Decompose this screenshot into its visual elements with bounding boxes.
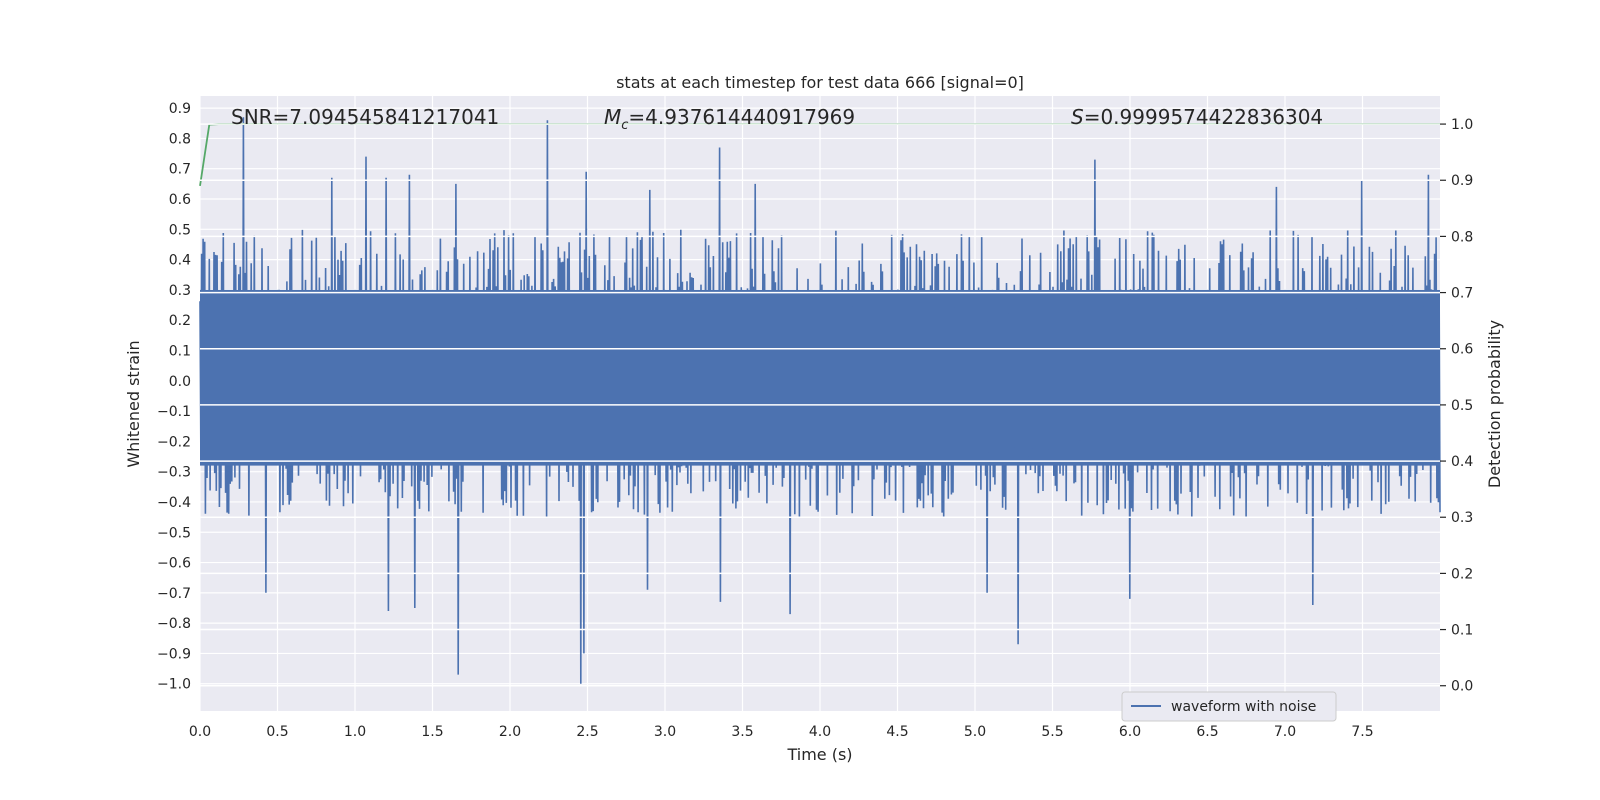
y-tick-label-left: 0.7 [169, 162, 191, 178]
waveform-line [199, 117, 1441, 684]
x-tick-label: 4.5 [886, 724, 908, 740]
y-tick-label-left: −0.8 [157, 616, 191, 632]
annotation-mc-symbol: M [604, 105, 621, 129]
y-tick-label-right: 0.1 [1451, 623, 1473, 639]
y-tick-label-left: −0.7 [157, 586, 191, 602]
x-tick-label: 5.0 [964, 724, 986, 740]
x-tick-label: 2.0 [499, 724, 521, 740]
annotation-mc: Mc=4.937614440917969 [604, 105, 855, 133]
y-tick-label-left: −0.2 [157, 434, 191, 450]
annotation-s: S=0.9999574422836304 [1071, 105, 1323, 129]
x-tick-label: 0.5 [266, 724, 288, 740]
x-tick-label: 1.5 [421, 724, 443, 740]
y-tick-label-left: 0.8 [169, 131, 191, 147]
y-tick-label-right: 0.2 [1451, 566, 1473, 582]
y-tick-label-left: 0.1 [169, 343, 191, 359]
annotation-mc-value: =4.937614440917969 [628, 105, 855, 129]
y-tick-label-left: 0.4 [169, 253, 191, 269]
grid-right [200, 123, 1440, 687]
right-axis: 1.0 0.9 0.8 0.7 0.6 0.5 0.4 0.3 0.2 0.1 0.0 [1440, 117, 1473, 695]
y-tick-label-left: 0.3 [169, 283, 191, 299]
x-tick-label: 0.0 [189, 724, 211, 740]
x-tick-label: 6.5 [1196, 724, 1218, 740]
y-tick-label-left: −0.1 [157, 404, 191, 420]
y-tick-label-left: −0.6 [157, 556, 191, 572]
annotation-snr: SNR=7.094545841217041 [231, 105, 499, 129]
annotation-mc-subscript: c [621, 118, 628, 133]
x-tick-label: 3.0 [654, 724, 676, 740]
x-tick-label: 2.5 [576, 724, 598, 740]
legend: waveform with noise [1121, 691, 1337, 722]
y-tick-label-left: 0.5 [169, 222, 191, 238]
left-axis: 0.9 0.8 0.7 0.6 0.5 0.4 0.3 0.2 0.1 0.0 −0.1 −0.2 −0… [157, 101, 191, 693]
y-tick-label-left: 0.0 [169, 374, 191, 390]
y-tick-label-right: 0.7 [1451, 286, 1473, 302]
y-tick-label-left: 0.6 [169, 192, 191, 208]
y-tick-label-right: 0.9 [1451, 173, 1473, 189]
x-axis: 0.0 0.5 1.0 1.5 2.0 2.5 3.0 3.5 4.0 4.5 5.0 5.5 6.0 6… [189, 724, 1374, 740]
x-tick-label: 6.0 [1119, 724, 1141, 740]
annotation-s-symbol: S [1071, 105, 1084, 129]
x-tick-label: 5.5 [1041, 724, 1063, 740]
y-axis-title-left: Whitened strain [124, 340, 143, 467]
x-tick-label: 3.5 [731, 724, 753, 740]
x-tick-label: 7.0 [1274, 724, 1296, 740]
y-tick-label-left: −0.5 [157, 525, 191, 541]
y-tick-label-left: 0.2 [169, 313, 191, 329]
chart-title: stats at each timestep for test data 666… [616, 73, 1024, 92]
y-axis-title-right: Detection probability [1485, 320, 1504, 488]
y-tick-label-right: 0.5 [1451, 398, 1473, 414]
y-tick-label-left: −0.4 [157, 495, 191, 511]
y-tick-label-left: 0.9 [169, 101, 191, 117]
y-tick-label-left: −1.0 [157, 677, 191, 693]
legend-label-waveform: waveform with noise [1171, 699, 1316, 715]
legend-box [1121, 691, 1337, 722]
y-tick-label-left: −0.9 [157, 646, 191, 662]
waveform-series [199, 117, 1441, 684]
annotation-s-value: =0.9999574422836304 [1084, 105, 1323, 129]
x-tick-label: 4.0 [809, 724, 831, 740]
y-tick-label-right: 0.8 [1451, 229, 1473, 245]
y-tick-label-right: 1.0 [1451, 117, 1473, 133]
y-tick-label-left: −0.3 [157, 465, 191, 481]
x-tick-label: 7.5 [1351, 724, 1373, 740]
y-tick-label-right: 0.3 [1451, 510, 1473, 526]
y-tick-label-right: 0.0 [1451, 679, 1473, 695]
x-tick-label: 1.0 [344, 724, 366, 740]
x-axis-title: Time (s) [786, 745, 852, 764]
y-tick-label-right: 0.4 [1451, 454, 1473, 470]
y-tick-label-right: 0.6 [1451, 342, 1473, 358]
